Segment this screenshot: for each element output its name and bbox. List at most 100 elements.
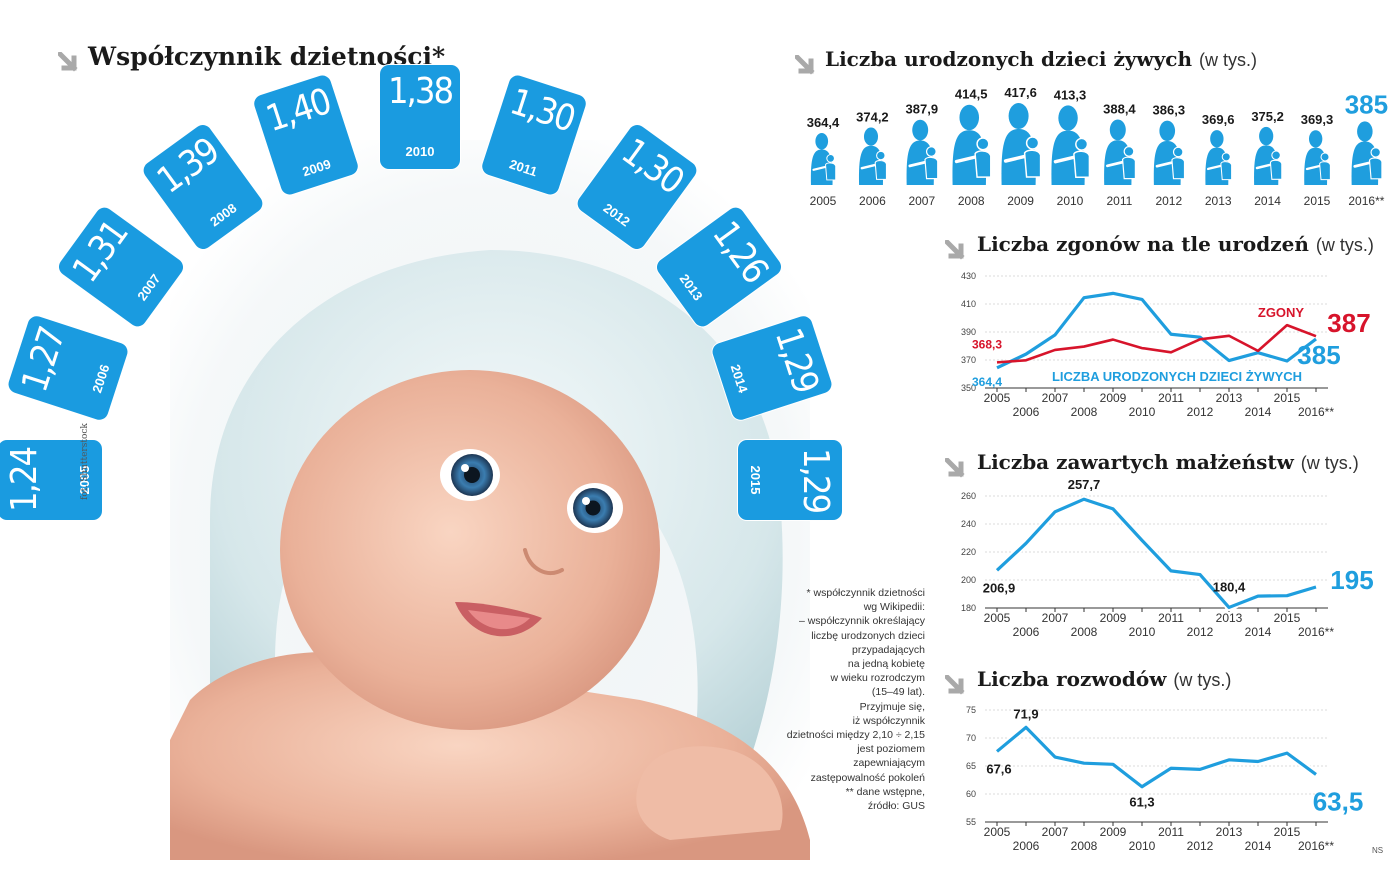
- y-tick-label: 430: [961, 271, 976, 281]
- marriages-point-label: 180,4: [1213, 579, 1246, 594]
- marriages-unit: (w tys.): [1300, 453, 1359, 473]
- arrow-icon: [795, 55, 815, 75]
- marriages-point-label: 257,7: [1068, 477, 1101, 492]
- x-tick-label: 2011: [1158, 611, 1184, 625]
- marriages-chart: 1802002202402602005200620072008200920102…: [961, 477, 1374, 639]
- births-end-label: 385: [1297, 340, 1340, 370]
- y-tick-label: 410: [961, 299, 976, 309]
- x-tick-label: 2014: [1245, 405, 1272, 419]
- fertility-value: 1,39: [149, 130, 226, 202]
- deaths-start-label: 368,3: [972, 337, 1002, 351]
- arrow-icon: [945, 675, 965, 695]
- x-tick-label: 2010: [1129, 405, 1156, 419]
- x-tick-label: 2010: [1129, 839, 1156, 853]
- y-tick-label: 370: [961, 355, 976, 365]
- births-value-label: 364,4: [807, 115, 840, 130]
- fertility-tile: 1,29 2015: [738, 440, 842, 520]
- divorces-title: Liczba rozwodów (w tys.): [977, 667, 1231, 691]
- x-tick-label: 2007: [1042, 391, 1069, 405]
- births-year-label: 2005: [810, 194, 837, 208]
- x-tick-label: 2010: [1129, 625, 1156, 639]
- y-tick-label: 350: [961, 383, 976, 393]
- mother-child-icon: [1254, 126, 1283, 185]
- x-tick-label: 2011: [1158, 825, 1184, 839]
- x-tick-label: 2009: [1100, 391, 1127, 405]
- x-tick-label: 2011: [1158, 391, 1184, 405]
- births-value-label: 375,2: [1251, 109, 1284, 124]
- births-year-label: 2016**: [1348, 194, 1384, 208]
- mother-child-icon: [1351, 121, 1383, 185]
- births-value-label: 386,3: [1153, 103, 1186, 118]
- x-tick-label: 2015: [1274, 825, 1301, 839]
- marriages-point-label: 206,9: [983, 580, 1016, 595]
- x-tick-label: 2015: [1274, 611, 1301, 625]
- fertility-value: 1,29: [795, 447, 836, 513]
- marriages-end-label: 195: [1330, 565, 1373, 595]
- births-start-label: 364,4: [972, 375, 1002, 389]
- births-value-label: 413,3: [1054, 87, 1087, 102]
- births-year-label: 2013: [1205, 194, 1232, 208]
- births-year-label: 2010: [1057, 194, 1084, 208]
- births-series-name: LICZBA URODZONYCH DZIECI ŻYWYCH: [1052, 369, 1302, 384]
- deaths-title: Liczba zgonów na tle urodzeń (w tys.): [977, 232, 1374, 256]
- deaths-title-text: Liczba zgonów na tle urodzeń: [977, 232, 1309, 256]
- deaths-series-name: ZGONY: [1258, 305, 1305, 320]
- x-tick-label: 2012: [1187, 625, 1214, 639]
- fertility-value: 1,27: [14, 323, 74, 397]
- x-tick-label: 2013: [1216, 825, 1243, 839]
- series-line: [995, 497, 1317, 610]
- births-year-label: 2009: [1007, 194, 1034, 208]
- births-year-label: 2015: [1304, 194, 1331, 208]
- fertility-value: 1,31: [64, 213, 136, 290]
- births-year-label: 2007: [908, 194, 935, 208]
- y-tick-label: 390: [961, 327, 976, 337]
- ns-mark: NS: [1372, 846, 1384, 855]
- mother-child-icon: [1304, 130, 1331, 185]
- y-tick-label: 70: [966, 733, 976, 743]
- births-value-label: 417,6: [1004, 85, 1037, 100]
- fertility-tile: 1,31 2007: [55, 203, 187, 330]
- arrow-icon: [945, 240, 965, 260]
- fertility-value: 1,29: [766, 323, 826, 397]
- fertility-year: 2010: [405, 144, 435, 160]
- births-title: Liczba urodzonych dzieci żywych (w tys.): [825, 47, 1257, 71]
- marriages-title-text: Liczba zawartych małżeństw: [977, 450, 1294, 474]
- x-tick-label: 2009: [1100, 825, 1127, 839]
- arrow-icon: [58, 52, 80, 74]
- x-tick-label: 2005: [984, 391, 1011, 405]
- x-tick-label: 2012: [1187, 405, 1214, 419]
- divorces-point-label: 71,9: [1013, 706, 1038, 721]
- x-tick-label: 2007: [1042, 825, 1069, 839]
- fertility-year: 2015: [748, 465, 763, 495]
- x-tick-label: 2013: [1216, 391, 1243, 405]
- fertility-value: 1,40: [260, 81, 335, 141]
- y-tick-label: 260: [961, 491, 976, 501]
- y-tick-label: 75: [966, 705, 976, 715]
- series-line: [996, 291, 1317, 370]
- divorces-chart: 5560657075200520062007200820092010201120…: [966, 705, 1363, 853]
- fertility-tile: 1,27 2006: [6, 313, 130, 423]
- marriages-title: Liczba zawartych małżeństw (w tys.): [977, 450, 1359, 474]
- births-unit: (w tys.): [1198, 50, 1257, 70]
- mother-child-icon: [1051, 105, 1091, 185]
- y-tick-label: 180: [961, 603, 976, 613]
- fertility-value: 1,24: [4, 447, 45, 513]
- series-line: [995, 725, 1317, 789]
- births-value-label: 387,9: [906, 102, 939, 117]
- y-tick-label: 65: [966, 761, 976, 771]
- divorces-unit: (w tys.): [1173, 670, 1232, 690]
- divorces-point-label: 61,3: [1129, 795, 1154, 810]
- x-tick-label: 2005: [984, 611, 1011, 625]
- x-tick-label: 2015: [1274, 391, 1301, 405]
- births-value-label: 414,5: [955, 87, 988, 102]
- fertility-value: 1,38: [387, 71, 454, 113]
- x-tick-label: 2005: [984, 825, 1011, 839]
- births-year-label: 2008: [958, 194, 985, 208]
- x-tick-label: 2006: [1013, 625, 1040, 639]
- mother-child-icon: [1205, 130, 1233, 185]
- x-tick-label: 2013: [1216, 611, 1243, 625]
- x-tick-label: 2016**: [1298, 625, 1334, 639]
- deaths-unit: (w tys.): [1315, 235, 1374, 255]
- y-tick-label: 200: [961, 575, 976, 585]
- y-tick-label: 55: [966, 817, 976, 827]
